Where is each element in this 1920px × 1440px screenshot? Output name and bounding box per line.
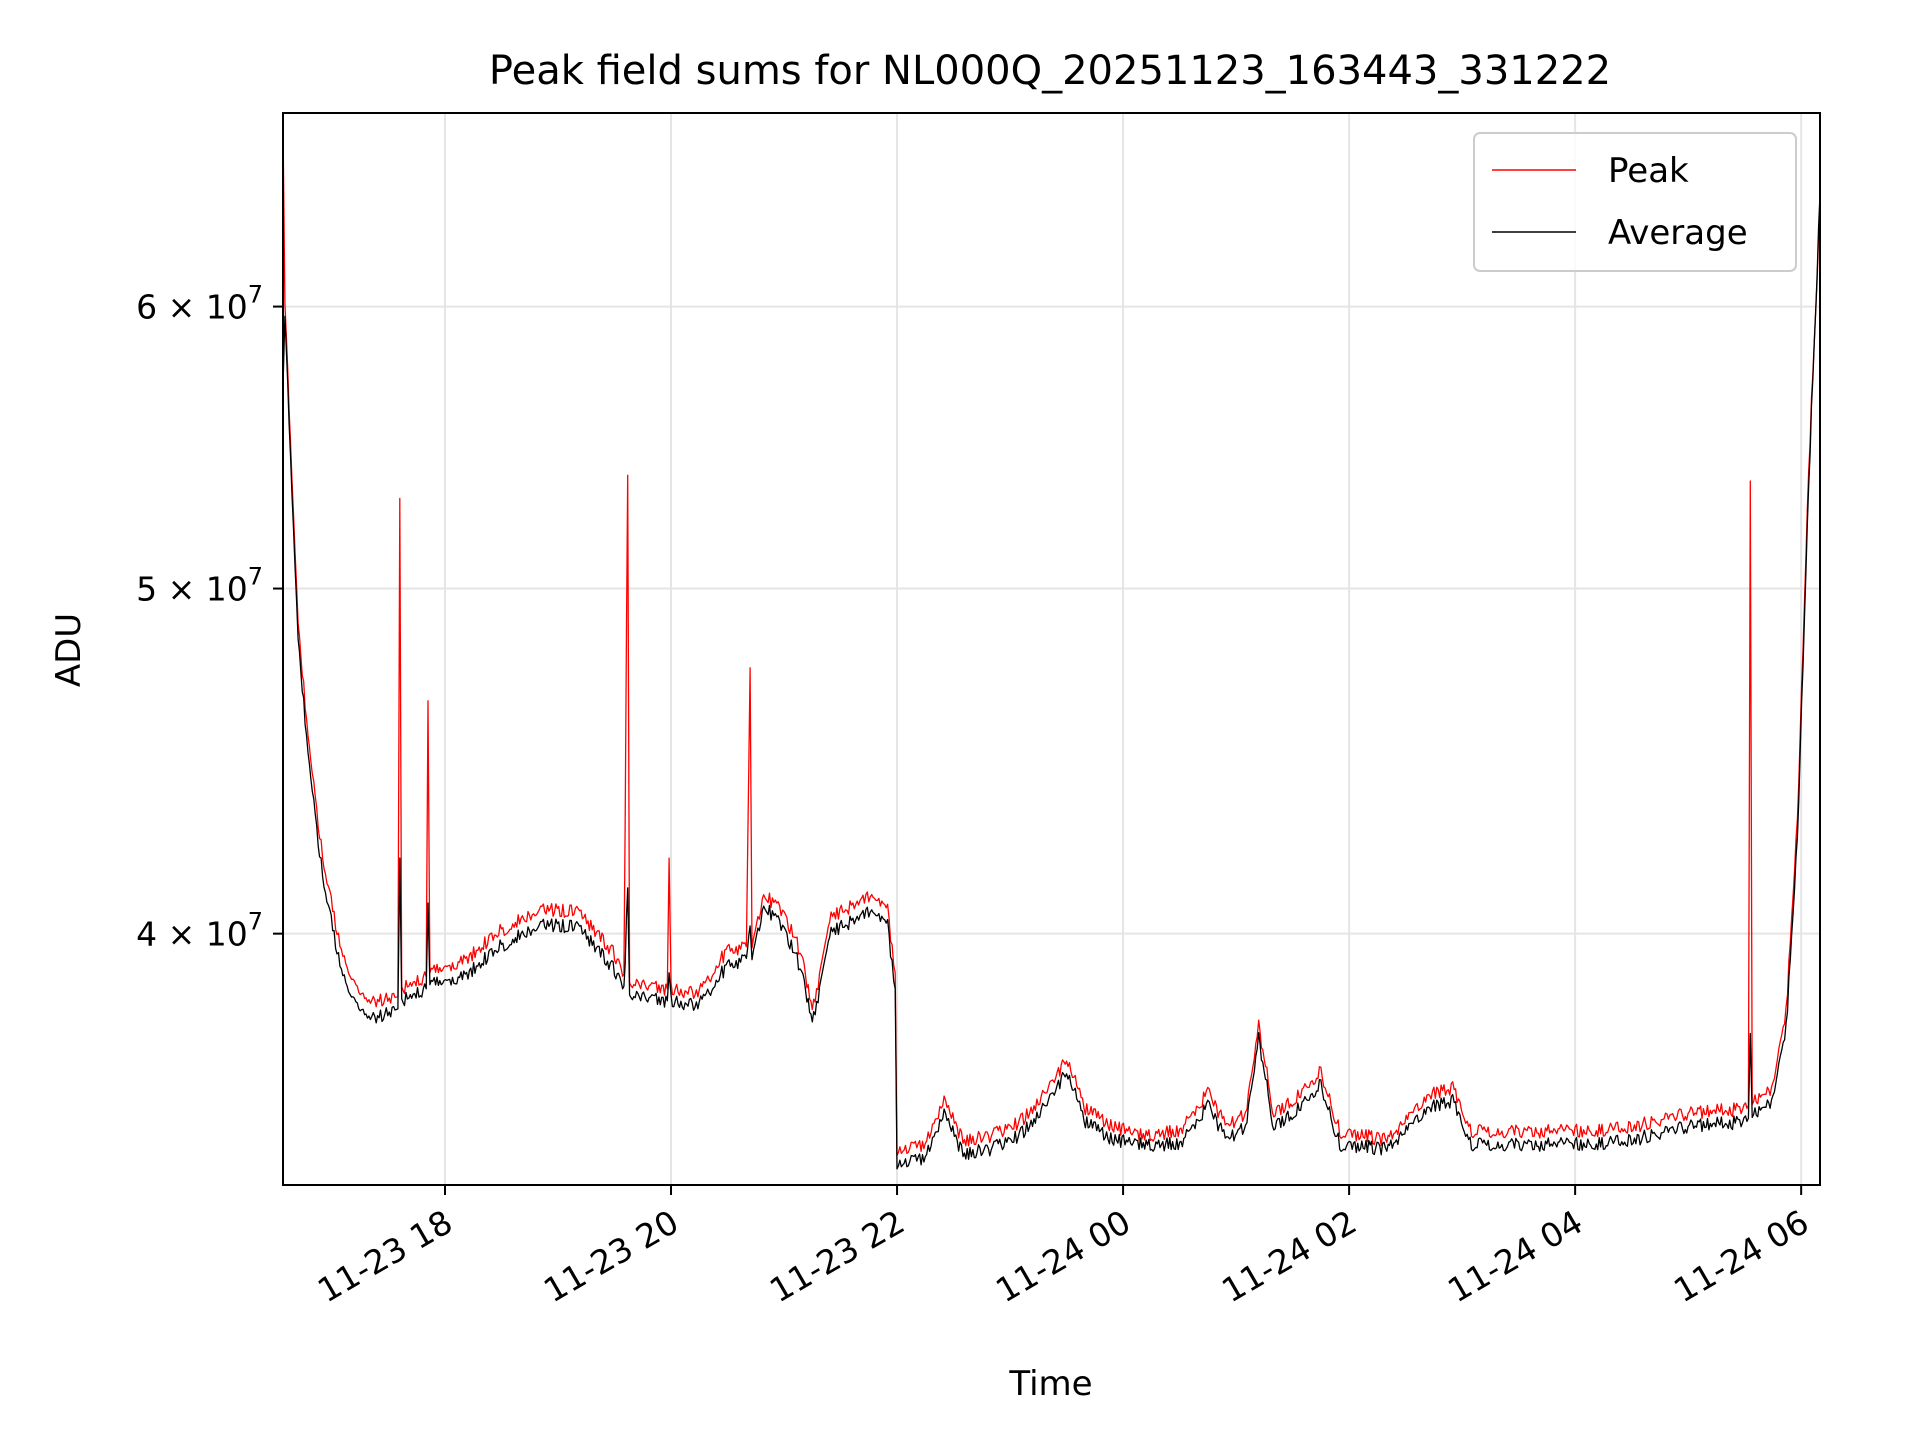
series-line-peak <box>283 124 1820 1157</box>
plot-area <box>283 124 1820 1170</box>
grid <box>283 113 1820 1185</box>
y-tick-mantissa: 5 × 10 <box>136 570 248 609</box>
y-tick-label: 6 × 107 <box>136 281 263 327</box>
y-tick-exponent: 7 <box>248 281 263 309</box>
legend-label-average: Average <box>1608 213 1748 253</box>
y-tick-label: 4 × 107 <box>136 908 263 954</box>
chart-title: Peak field sums for NL000Q_20251123_1634… <box>489 48 1611 94</box>
y-axis-label: ADU <box>49 613 89 687</box>
y-tick-label: 5 × 107 <box>136 563 263 609</box>
y-tick-exponent: 7 <box>248 563 263 591</box>
axes-frame <box>282 112 1821 1186</box>
legend-box <box>1473 132 1797 272</box>
y-tick-exponent: 7 <box>248 908 263 936</box>
series-line-average <box>283 194 1820 1170</box>
y-tick-mantissa: 6 × 10 <box>136 288 248 327</box>
legend: Peak Average <box>1473 132 1797 272</box>
legend-label-peak: Peak <box>1608 151 1689 191</box>
y-tick-mantissa: 4 × 10 <box>136 915 248 954</box>
x-axis-label: Time <box>1008 1364 1092 1404</box>
